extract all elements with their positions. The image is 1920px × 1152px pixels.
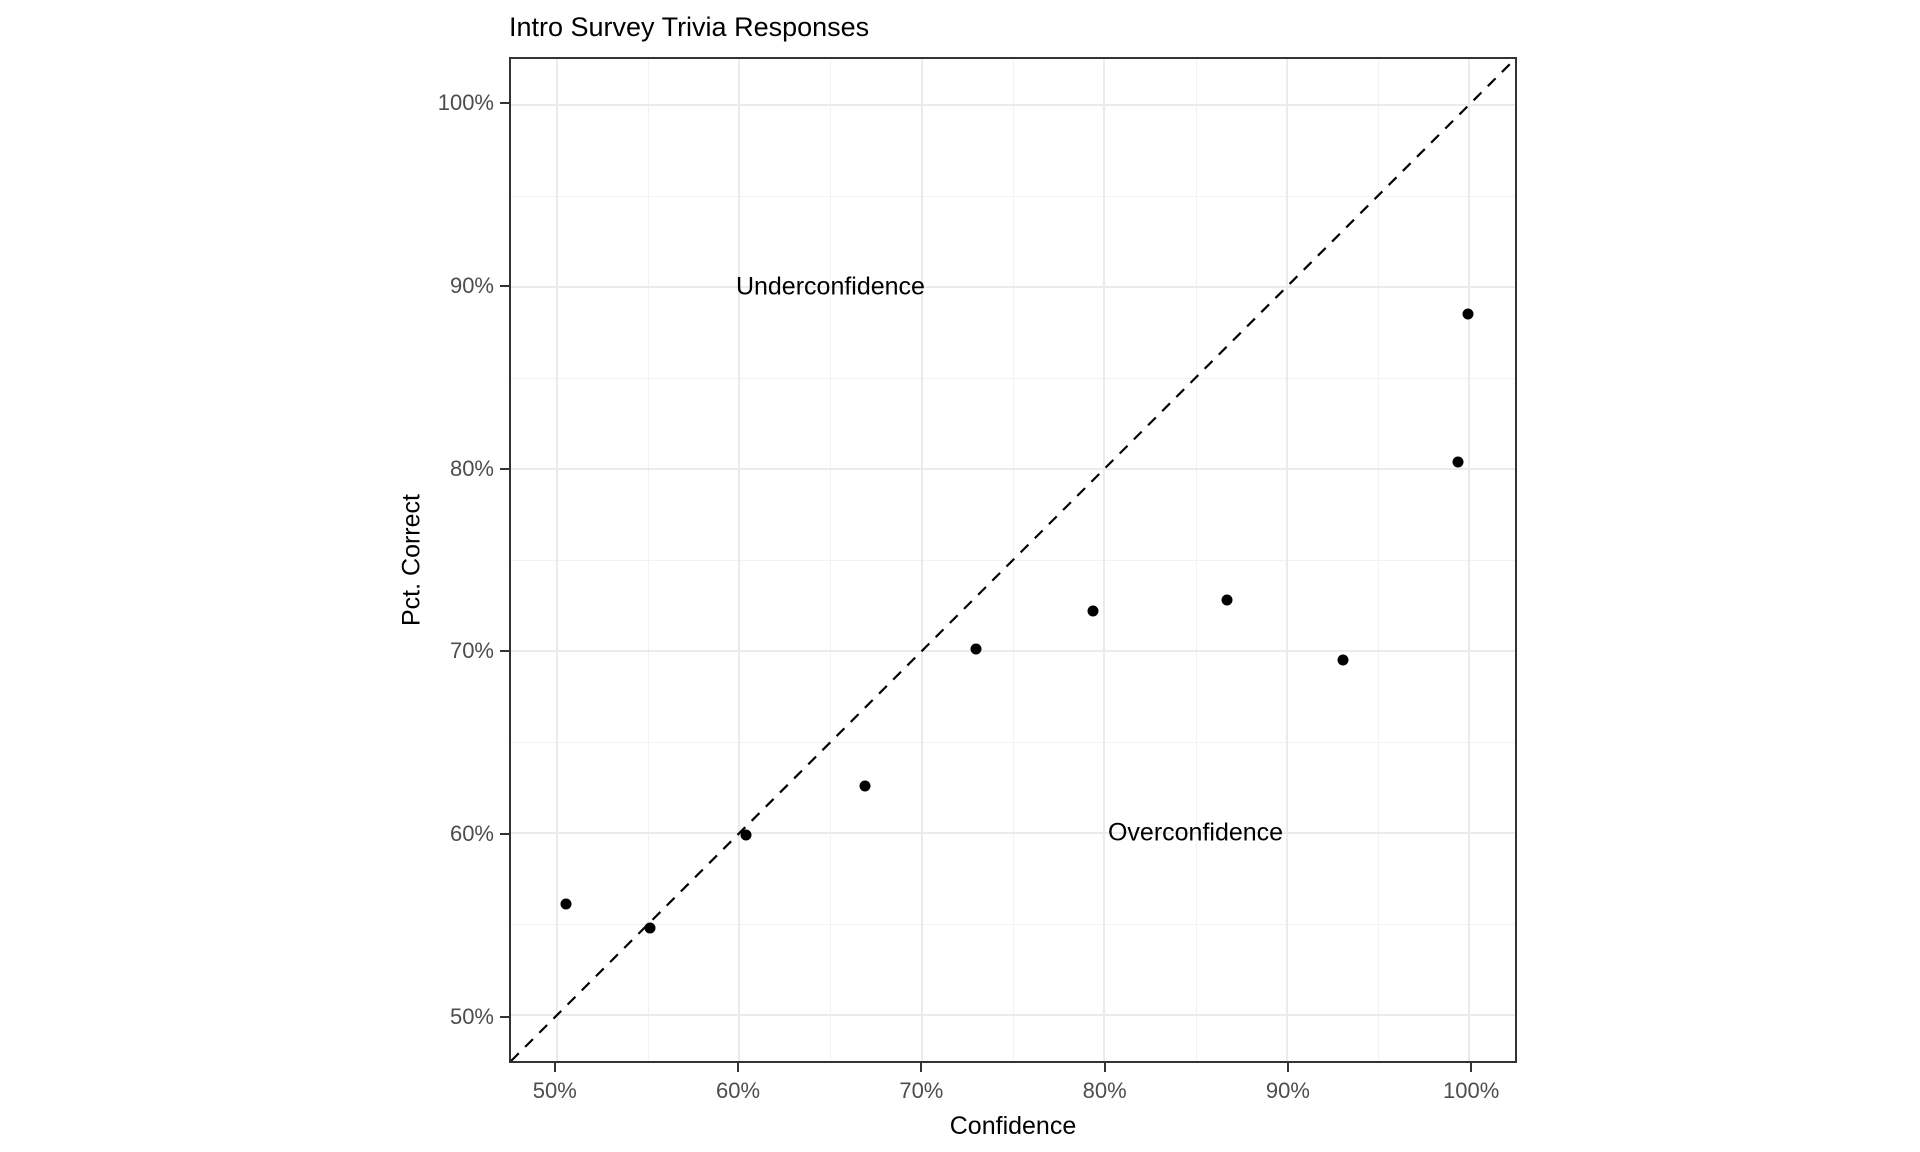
data-point: [1452, 456, 1464, 468]
annotations-layer: Underconfidence Overconfidence: [511, 59, 1515, 1061]
x-tick-label: 60%: [716, 1078, 761, 1103]
minor-gridline-horizontal: [511, 195, 1515, 197]
y-tick-label: 50%: [449, 1004, 494, 1030]
major-gridline-vertical: [1468, 59, 1471, 1061]
y-tick-mark: [500, 467, 509, 470]
x-axis-title: Confidence: [949, 1112, 1077, 1140]
annotation-underconfidence: Underconfidence: [735, 272, 925, 301]
x-tick-label: 90%: [1265, 1078, 1310, 1103]
y-axis: 50% 60% 70% 80% 90% 100%: [0, 57, 509, 1063]
x-axis: 50% 60% 70% 80% 90% 100%: [509, 1063, 1517, 1123]
data-point: [1337, 654, 1349, 666]
major-gridline-vertical: [738, 59, 741, 1061]
annotation-overconfidence: Overconfidence: [1107, 818, 1284, 847]
y-tick-mark: [500, 833, 509, 836]
x-tick-label: 80%: [1082, 1078, 1127, 1103]
x-tick-label: 100%: [1443, 1078, 1500, 1103]
major-gridline-horizontal: [511, 832, 1515, 835]
y-tick-mark: [500, 1016, 509, 1019]
y-tick-label: 60%: [449, 821, 494, 847]
x-tick-mark: [553, 1063, 556, 1072]
x-tick-mark: [737, 1063, 740, 1072]
x-tick-mark: [920, 1063, 923, 1072]
major-gridline-horizontal: [511, 467, 1515, 470]
data-point: [1221, 594, 1233, 606]
x-tick-label: 70%: [899, 1078, 944, 1103]
data-point: [859, 780, 871, 792]
y-tick-mark: [500, 650, 509, 653]
major-gridline-vertical: [1285, 59, 1288, 1061]
y-tick-label: 100%: [437, 89, 494, 115]
identity-reference-line: [511, 59, 1515, 1061]
minor-gridline-vertical: [1378, 59, 1380, 1061]
minor-gridline-horizontal: [511, 377, 1515, 379]
major-gridline-vertical: [920, 59, 923, 1061]
points-layer: [511, 59, 1515, 1061]
chart-title: Intro Survey Trivia Responses: [509, 12, 870, 42]
data-point: [644, 922, 656, 934]
data-point: [740, 829, 752, 841]
y-tick-label: 90%: [449, 272, 494, 298]
x-tick-mark: [1286, 1063, 1289, 1072]
y-axis-title: Pct. Correct: [397, 494, 426, 626]
major-gridline-horizontal: [511, 1014, 1515, 1017]
x-tick-label: 50%: [532, 1078, 577, 1103]
x-tick-mark: [1470, 1063, 1473, 1072]
data-point: [1462, 308, 1474, 320]
plot-panel: Underconfidence Overconfidence: [509, 57, 1517, 1063]
minor-gridline-vertical: [1195, 59, 1197, 1061]
major-gridline-horizontal: [511, 650, 1515, 653]
gridlines-layer: [511, 59, 1515, 1061]
x-tick-mark: [1103, 1063, 1106, 1072]
y-tick-label: 70%: [449, 638, 494, 664]
y-tick-mark: [500, 284, 509, 287]
data-point: [560, 898, 572, 910]
major-gridline-vertical: [555, 59, 558, 1061]
y-tick-mark: [500, 101, 509, 104]
data-point: [970, 643, 982, 655]
major-gridline-horizontal: [511, 103, 1515, 106]
major-gridline-horizontal: [511, 285, 1515, 288]
major-gridline-vertical: [1103, 59, 1106, 1061]
y-tick-label: 80%: [449, 455, 494, 481]
data-point: [1087, 605, 1099, 617]
